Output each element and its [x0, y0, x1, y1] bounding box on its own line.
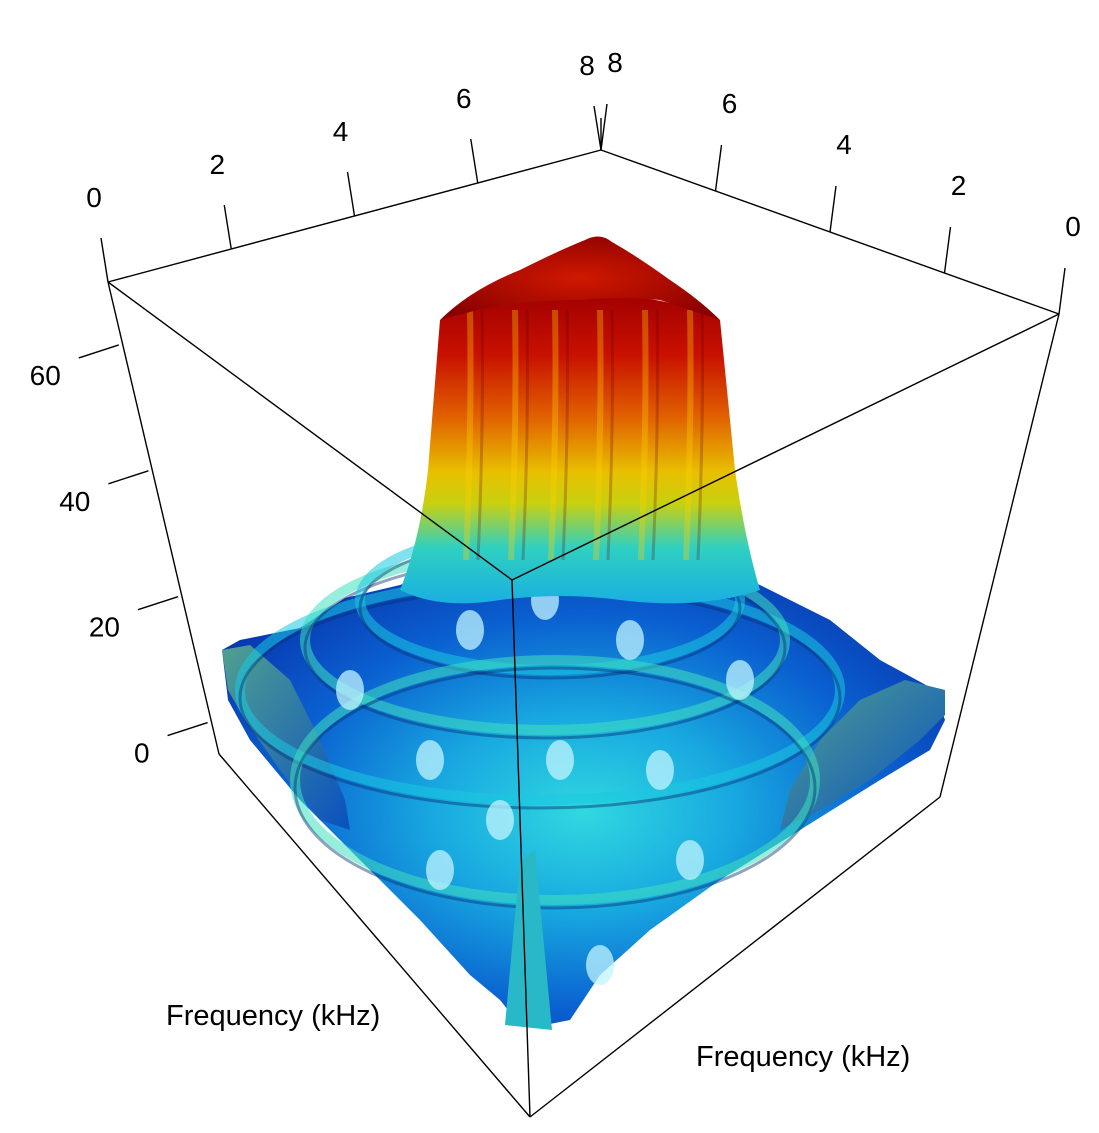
- y-tick-label: 8: [607, 47, 623, 78]
- z-tick-mark: [108, 470, 149, 485]
- surface-spike: [505, 850, 552, 1030]
- y-tick-label: 0: [1065, 211, 1081, 242]
- surface-highlight: [616, 620, 644, 660]
- x-tick-label: 8: [579, 50, 595, 81]
- x-tick-label: 0: [86, 182, 102, 213]
- z-tick-label: 0: [134, 738, 150, 769]
- surface-tower-ridge: [508, 309, 519, 561]
- x-tick-mark: [100, 237, 109, 283]
- surface-highlight: [336, 670, 364, 710]
- y-tick-mark: [1058, 267, 1066, 315]
- z-tick-mark: [137, 596, 179, 611]
- surface-tower-ridge: [463, 309, 474, 561]
- surface-tower: [400, 291, 760, 604]
- x-tick-label: 6: [456, 83, 472, 114]
- surface-tower-ridge: [683, 309, 694, 561]
- surface-tower-groove: [521, 309, 529, 561]
- x-tick-mark: [223, 204, 232, 250]
- surface-highlight: [486, 800, 514, 840]
- surface-tower-ridge: [593, 309, 604, 561]
- surface: [222, 236, 945, 1030]
- y-tick-mark: [600, 103, 608, 151]
- surface-ripple-shadow: [293, 666, 817, 910]
- y-tick-mark: [714, 144, 723, 192]
- z-tick-label: 20: [89, 612, 120, 643]
- x-tick-mark: [346, 171, 356, 217]
- y-axis: 0 2 4 6 8: [600, 47, 1081, 315]
- surface-cap: [440, 236, 720, 320]
- surface-highlight: [456, 610, 484, 650]
- x-tick-mark: [593, 105, 602, 151]
- y-tick-mark: [829, 185, 837, 233]
- surface-tower-groove: [606, 309, 614, 561]
- surface-highlight: [546, 740, 574, 780]
- surface-wing-right: [780, 680, 945, 830]
- surface-ripple: [290, 655, 820, 905]
- surface-highlight: [586, 945, 614, 985]
- surface-highlight: [416, 740, 444, 780]
- x-axis-title: Frequency (kHz): [166, 1000, 380, 1032]
- surface-highlight: [426, 850, 454, 890]
- z-axis: 0 20 40 60: [30, 344, 208, 769]
- y-tick-label: 4: [836, 129, 852, 160]
- z-tick-label: 40: [59, 486, 90, 517]
- surface-tower-groove: [561, 309, 569, 561]
- x-tick-label: 2: [209, 149, 225, 180]
- surface-tower-groove: [651, 309, 659, 561]
- y-tick-label: 2: [951, 170, 967, 201]
- y-axis-title: Frequency (kHz): [696, 1041, 910, 1073]
- y-tick-label: 6: [722, 88, 738, 119]
- z-tick-mark: [78, 344, 120, 359]
- box-front-edges: [107, 281, 1060, 1118]
- surface-tower-ridge: [548, 309, 559, 561]
- surface-highlight: [646, 750, 674, 790]
- surface-highlight: [676, 840, 704, 880]
- surface-tower-ridge: [638, 309, 649, 561]
- x-axis: 0 2 4 6 8: [86, 50, 602, 283]
- x-tick-mark: [470, 138, 479, 184]
- surface-highlight: [726, 660, 754, 700]
- x-tick-label: 4: [333, 116, 349, 147]
- z-tick-label: 60: [30, 360, 61, 391]
- surface-wing-left: [222, 645, 350, 830]
- z-tick-mark: [167, 721, 208, 737]
- y-tick-mark: [943, 226, 952, 274]
- surface-tower-groove: [696, 309, 704, 561]
- surface-tower-groove: [476, 309, 484, 561]
